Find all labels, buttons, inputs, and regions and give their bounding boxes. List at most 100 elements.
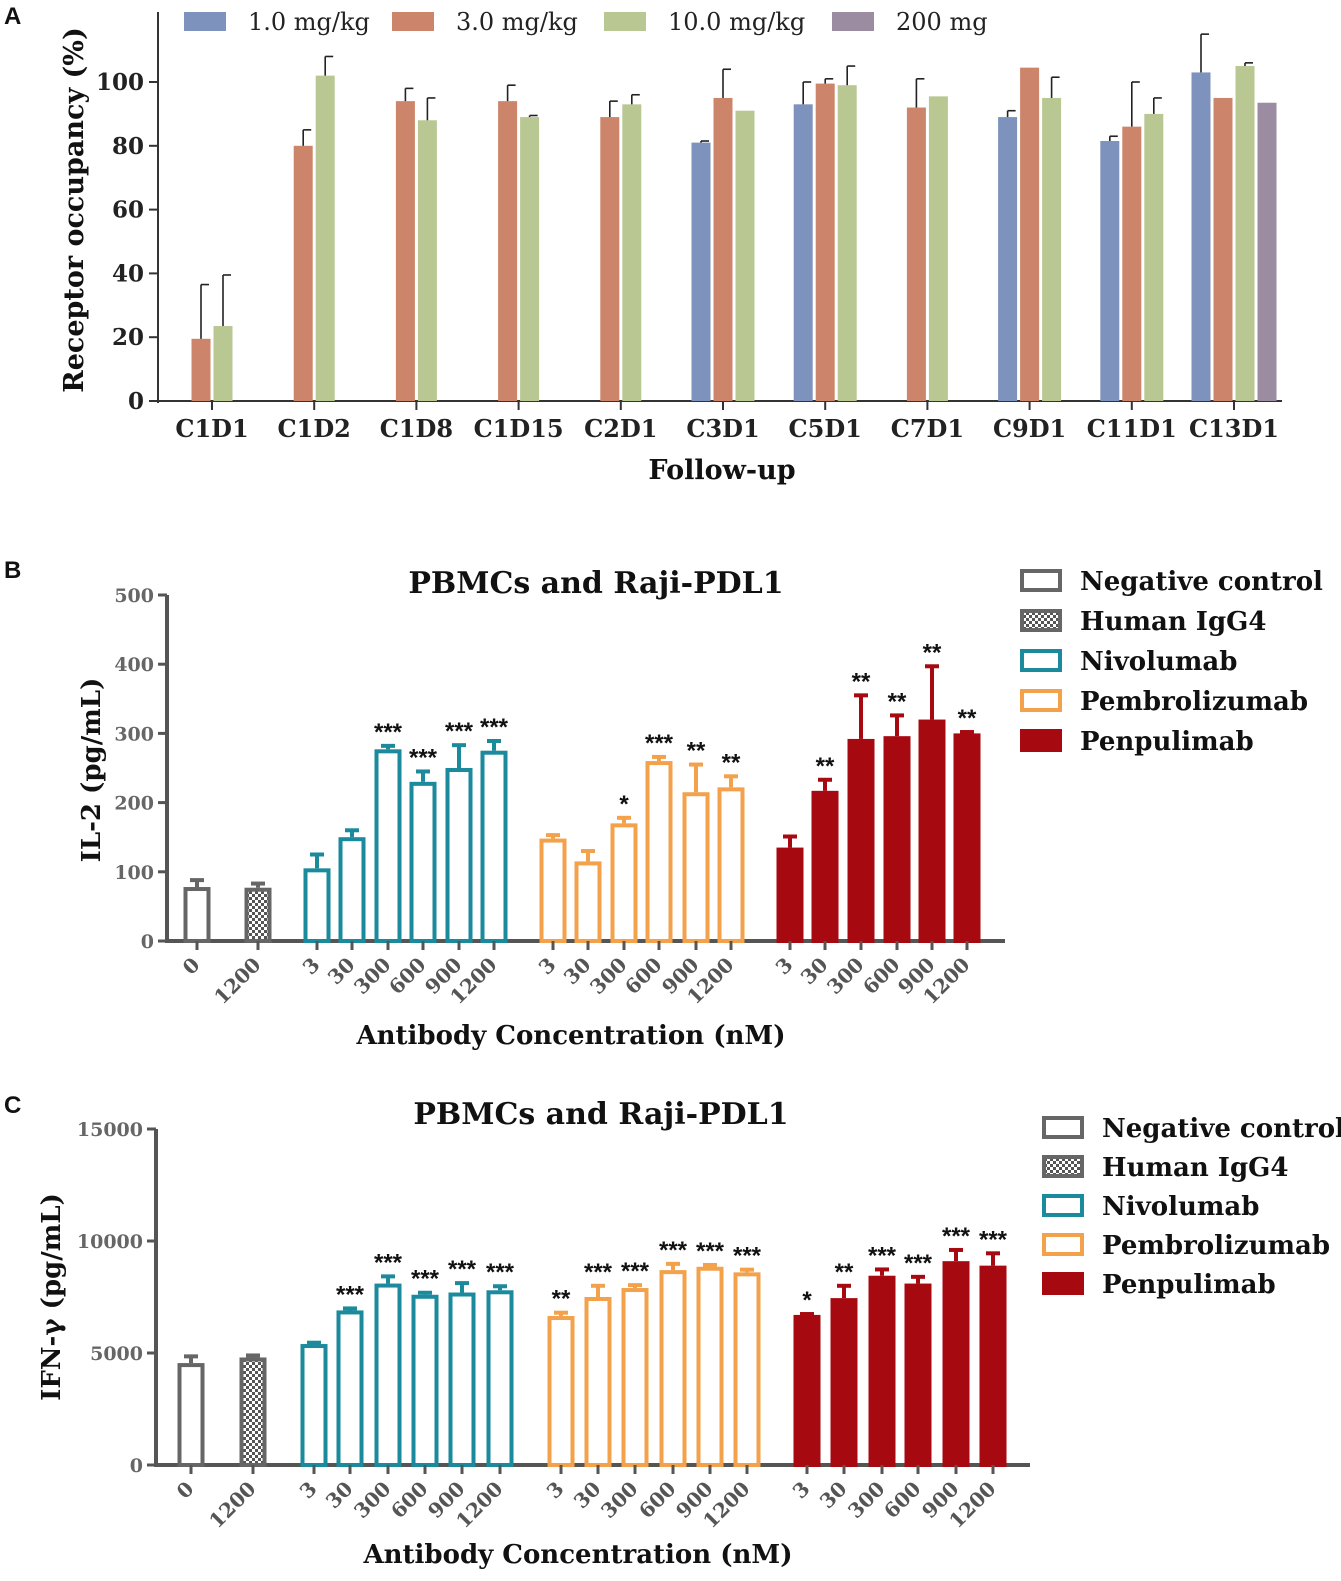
- a-x-tick-label: C9D1: [993, 414, 1066, 443]
- c-bar: [904, 1283, 932, 1468]
- b-bar: [183, 887, 211, 943]
- c-x-tick-label: 3: [295, 1477, 322, 1504]
- a-legend-label: 1.0 mg/kg: [248, 8, 370, 36]
- a-x-tick-label: C2D1: [584, 414, 657, 443]
- c-bar: [659, 1270, 687, 1467]
- b-legend-label: Nivolumab: [1080, 647, 1237, 677]
- a-x-tick-label: C5D1: [789, 414, 862, 443]
- c-significance-mark: ***: [621, 1258, 650, 1285]
- a-x-axis-title: Follow-up: [648, 455, 795, 486]
- a-legend-swatch: [392, 12, 434, 31]
- b-x-tick-label: 1200: [209, 953, 265, 1009]
- a-bar: [395, 101, 415, 401]
- b-significance-mark: ***: [374, 719, 403, 746]
- c-x-tick-label: 600: [386, 1477, 432, 1523]
- b-y-tick-label: 0: [141, 931, 154, 953]
- a-bar: [293, 145, 313, 401]
- b-significance-mark: **: [852, 668, 871, 695]
- b-legend-label: Penpulimab: [1080, 727, 1254, 757]
- b-legend-swatch: [1020, 609, 1062, 632]
- b-bar: [883, 736, 911, 944]
- a-y-tick-label: 0: [128, 388, 144, 415]
- b-bar: [480, 750, 508, 944]
- c-significance-mark: ***: [374, 1249, 403, 1276]
- b-chart-title: PBMCs and Raji-PDL1: [408, 566, 783, 601]
- c-significance-mark: ***: [659, 1237, 688, 1264]
- a-bar: [191, 338, 211, 401]
- a-bar: [1042, 97, 1062, 401]
- a-bar: [622, 104, 642, 401]
- c-bar: [830, 1298, 858, 1467]
- c-x-tick-label: 600: [879, 1477, 925, 1523]
- a-bar: [793, 104, 813, 401]
- c-chart-title: PBMCs and Raji-PDL1: [413, 1097, 788, 1132]
- b-significance-mark: **: [816, 753, 835, 780]
- b-bar: [445, 768, 473, 943]
- a-x-tick-label: C3D1: [686, 414, 759, 443]
- c-bar: [793, 1314, 821, 1468]
- b-significance-mark: ***: [480, 714, 509, 741]
- b-bar: [918, 719, 946, 943]
- a-legend-swatch: [832, 12, 874, 31]
- a-y-tick-label: 100: [96, 69, 144, 96]
- b-significance-mark: ***: [645, 730, 674, 757]
- b-y-tick-label: 500: [114, 585, 154, 607]
- b-x-axis-title: Antibody Concentration (nM): [355, 1021, 785, 1051]
- b-legend-swatch: [1020, 569, 1062, 592]
- a-y-tick-label: 80: [112, 133, 144, 160]
- c-bar: [868, 1275, 896, 1467]
- c-y-axis-title: IFN-γ (pg/mL): [37, 1193, 67, 1401]
- a-bar: [815, 83, 835, 401]
- c-bar: [979, 1265, 1007, 1468]
- b-legend-swatch: [1020, 649, 1062, 672]
- a-legend-label: 3.0 mg/kg: [456, 8, 578, 36]
- a-x-tick-label: C7D1: [891, 414, 964, 443]
- c-x-tick-label: 300: [349, 1477, 395, 1523]
- b-legend-swatch: [1020, 729, 1062, 752]
- c-bar: [696, 1266, 724, 1468]
- c-y-tick-label: 0: [130, 1455, 143, 1477]
- b-x-tick-label: 0: [178, 953, 205, 980]
- panel-a-chart: 0 20 40 60 80 100 C1D1 C1D2 C1D8 C1D15 C2D1 C3D1 C5D…: [59, 8, 1282, 486]
- a-bar: [1235, 66, 1255, 402]
- c-bar: [374, 1283, 402, 1468]
- b-significance-mark: **: [888, 688, 907, 715]
- c-significance-mark: **: [835, 1259, 854, 1286]
- c-bar: [486, 1290, 514, 1468]
- c-bar: [547, 1316, 575, 1468]
- a-legend-swatch: [604, 12, 646, 31]
- a-bar: [600, 117, 620, 401]
- a-y-axis-title: Receptor occupancy (%): [59, 27, 90, 392]
- c-significance-mark: ***: [904, 1250, 933, 1277]
- panel-label-a: A: [4, 3, 21, 30]
- b-x-tick-label: 300: [822, 953, 868, 999]
- b-legend-label: Human IgG4: [1080, 607, 1266, 637]
- a-bar: [928, 96, 948, 401]
- a-bar: [735, 110, 755, 402]
- b-x-tick-label: 3: [298, 953, 325, 980]
- c-x-axis-title: Antibody Concentration (nM): [362, 1540, 792, 1570]
- b-legend-swatch: [1020, 689, 1062, 712]
- b-significance-mark: **: [958, 705, 977, 732]
- b-bar: [338, 837, 366, 944]
- panel-label-c: C: [4, 1092, 21, 1119]
- b-significance-mark: ***: [445, 718, 474, 745]
- a-x-tick-label: C1D8: [380, 414, 453, 443]
- a-x-tick-label: C1D1: [175, 414, 248, 443]
- b-bar: [574, 861, 602, 943]
- a-x-tick-label: C13D1: [1189, 414, 1279, 443]
- a-bar: [1100, 141, 1120, 401]
- b-y-axis-title: IL-2 (pg/mL): [77, 678, 107, 863]
- a-bar: [1213, 97, 1233, 401]
- b-bar: [610, 823, 638, 943]
- b-bar: [303, 868, 331, 944]
- c-legend-label: Human IgG4: [1102, 1153, 1288, 1183]
- a-bar: [315, 75, 335, 402]
- c-significance-mark: ***: [868, 1242, 897, 1269]
- c-y-tick-label: 10000: [77, 1231, 143, 1253]
- panel-label-b: B: [4, 557, 21, 584]
- b-x-tick-label: 300: [585, 953, 631, 999]
- a-bar: [1122, 126, 1142, 401]
